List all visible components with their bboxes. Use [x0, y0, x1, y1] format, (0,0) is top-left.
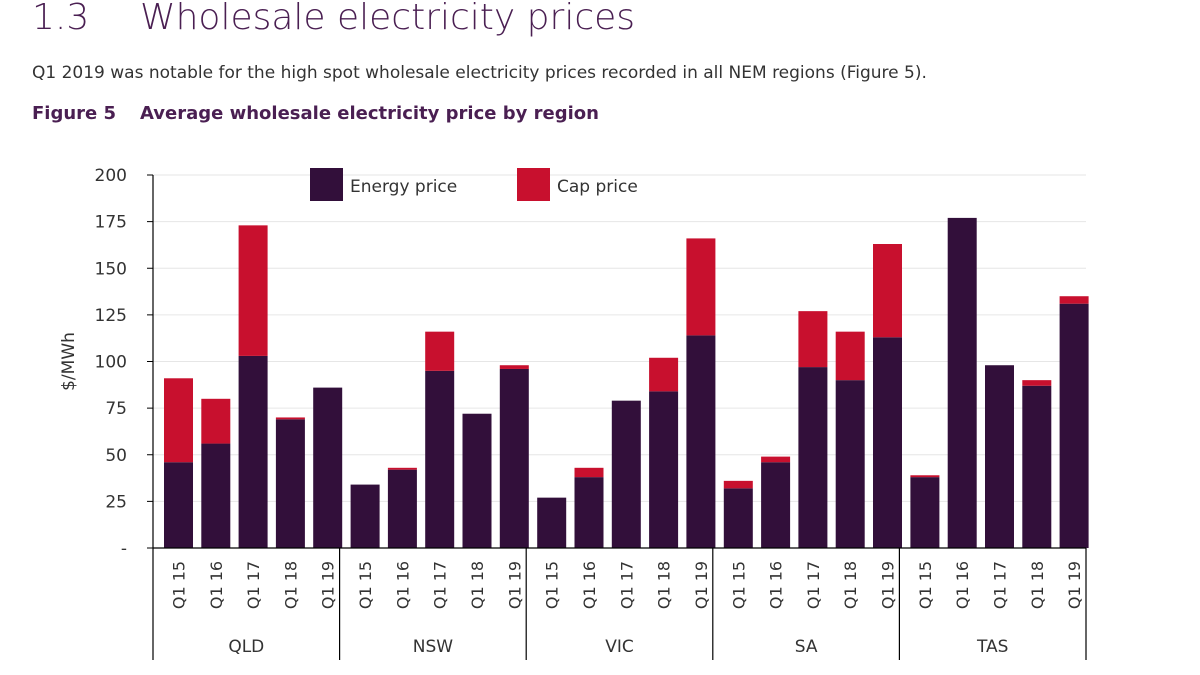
legend-swatch — [310, 168, 343, 201]
y-tick-label: 50 — [105, 446, 127, 466]
bar-energy — [873, 337, 902, 548]
bar-energy — [462, 413, 492, 548]
bar-energy — [313, 387, 343, 548]
bar-energy — [686, 335, 716, 548]
y-tick-label: 175 — [95, 213, 127, 233]
bar-energy — [910, 477, 940, 548]
x-tick-label: Q1 18 — [468, 561, 487, 609]
bar-cap — [425, 331, 455, 371]
section-title: Wholesale electricity prices — [140, 0, 636, 38]
x-tick-label: Q1 15 — [543, 561, 562, 609]
bar-energy — [798, 367, 828, 548]
bar-energy — [425, 370, 455, 548]
bar-energy — [649, 391, 679, 548]
x-tick-label: Q1 18 — [655, 561, 674, 609]
x-tick-label: Q1 18 — [841, 561, 860, 609]
bars — [164, 217, 1089, 548]
bar-cap — [686, 238, 716, 336]
x-tick-label: Q1 15 — [170, 561, 189, 609]
x-tick-label: Q1 19 — [692, 561, 711, 609]
y-axis-label: $/MWh — [59, 332, 79, 391]
x-tick-label: Q1 15 — [729, 561, 748, 609]
bar-cap — [761, 456, 791, 463]
bar-cap — [798, 311, 828, 368]
region-label: TAS — [976, 637, 1009, 657]
x-tick-label: Q1 17 — [617, 561, 636, 609]
bar-energy — [761, 462, 791, 548]
bar-energy — [1059, 303, 1089, 548]
bar-energy — [985, 365, 1014, 548]
x-tick-label: Q1 16 — [580, 561, 599, 609]
legend-swatch — [517, 168, 550, 201]
bar-cap — [387, 467, 417, 470]
x-tick-label: Q1 19 — [879, 561, 898, 609]
axes: - 25 50 75 100 125 150 175 200 $/MWh Q1 15 Q1 16 Q1 … — [59, 166, 1087, 660]
bar-cap — [499, 365, 529, 369]
bar-energy — [947, 217, 977, 548]
bar-energy — [574, 477, 604, 548]
x-tick-label: Q1 16 — [393, 561, 412, 609]
section-heading: 1.3 Wholesale electricity prices — [32, 0, 635, 42]
bar-cap — [649, 357, 679, 392]
bar-energy — [238, 355, 268, 548]
bar-energy — [723, 488, 753, 548]
bar-energy — [275, 419, 305, 548]
bar-energy — [387, 469, 417, 548]
x-tick-label: Q1 18 — [1028, 561, 1047, 609]
bar-energy — [537, 497, 567, 548]
x-tick-label: Q1 17 — [804, 561, 823, 609]
x-tick-label: Q1 19 — [1065, 561, 1084, 609]
bar-energy — [350, 484, 380, 548]
bar-cap — [275, 417, 305, 420]
intro-paragraph: Q1 2019 was notable for the high spot wh… — [32, 63, 927, 83]
figure-title: Average wholesale electricity price by r… — [140, 103, 599, 124]
y-tick-label: 150 — [95, 259, 127, 279]
bar-cap — [1022, 380, 1052, 386]
bar-energy — [611, 400, 641, 548]
legend: Energy price Cap price — [310, 168, 638, 201]
bar-energy — [499, 368, 529, 548]
figure-caption: Figure 5 Average wholesale electricity pr… — [32, 101, 599, 127]
bar-cap — [1059, 296, 1089, 304]
y-tick-label: 125 — [95, 306, 127, 326]
bar-cap — [164, 378, 193, 463]
legend-label: Cap price — [557, 177, 638, 197]
bar-cap — [910, 475, 940, 478]
x-tick-label: Q1 16 — [767, 561, 786, 609]
bar-energy — [835, 380, 865, 548]
figure-number: Figure 5 — [32, 103, 117, 124]
legend-label: Energy price — [350, 177, 457, 197]
y-tick-label: 100 — [95, 353, 127, 373]
x-tick-label: Q1 18 — [281, 561, 300, 609]
y-tick-label: 25 — [105, 492, 127, 512]
x-tick-label: Q1 16 — [953, 561, 972, 609]
x-tick-label: Q1 19 — [319, 561, 338, 609]
region-label: NSW — [413, 637, 454, 657]
x-tick-label: Q1 16 — [207, 561, 226, 609]
bar-cap — [574, 467, 604, 478]
x-tick-label: Q1 17 — [991, 561, 1010, 609]
x-tick-label: Q1 17 — [431, 561, 450, 609]
region-label: QLD — [228, 637, 264, 657]
x-tick-label: Q1 17 — [244, 561, 263, 609]
x-tick-label: Q1 19 — [505, 561, 524, 609]
x-tick-label: Q1 15 — [916, 561, 935, 609]
bar-energy — [201, 443, 231, 548]
bar-cap — [238, 225, 268, 356]
bar-cap — [873, 244, 902, 338]
x-tick-label: Q1 15 — [356, 561, 375, 609]
y-tick-label: 75 — [105, 399, 127, 419]
bar-cap — [723, 480, 753, 489]
bar-energy — [164, 462, 193, 548]
section-number: 1.3 — [32, 0, 90, 38]
bar-cap — [835, 331, 865, 381]
y-tick-label: 200 — [95, 166, 127, 186]
bar-cap — [201, 398, 231, 444]
bar-energy — [1022, 385, 1052, 548]
region-label: SA — [795, 637, 818, 657]
y-tick-label: - — [121, 539, 127, 559]
region-label: VIC — [605, 637, 634, 657]
